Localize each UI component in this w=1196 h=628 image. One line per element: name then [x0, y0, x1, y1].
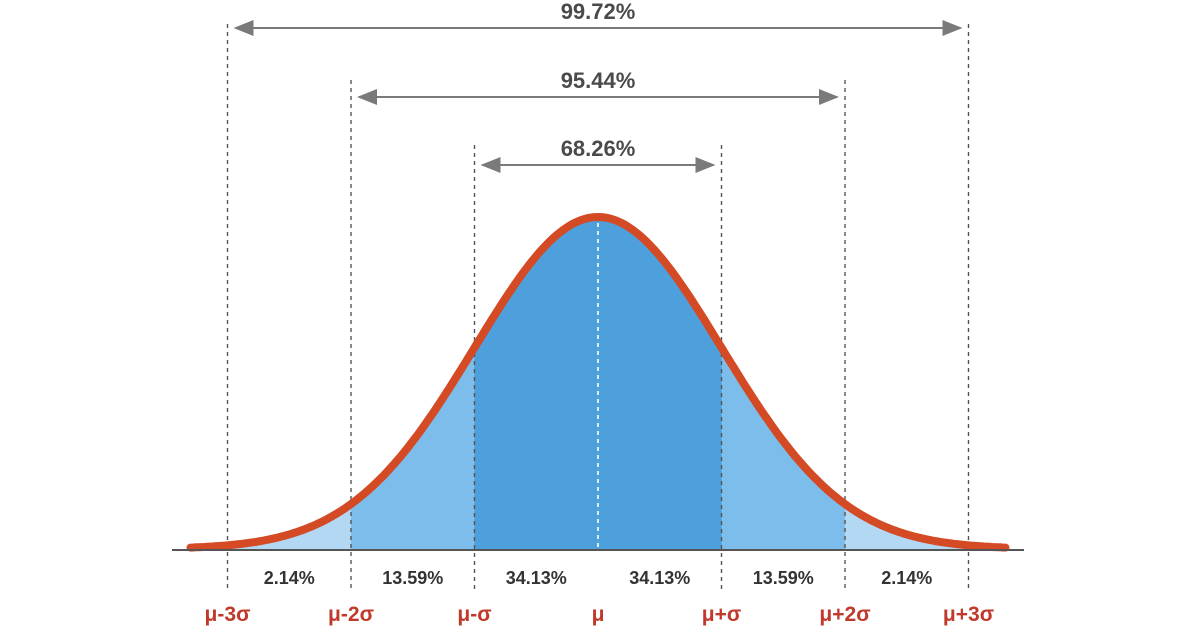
density-curve-group	[186, 213, 1010, 552]
area-segment-6	[845, 504, 969, 549]
segment-percent-label-4: 34.13%	[629, 568, 690, 588]
tick-label-7: μ+3σ	[943, 603, 994, 626]
sigma-guide-lines	[226, 24, 970, 590]
area-segment-3	[474, 217, 598, 549]
area-segment-1	[227, 504, 351, 549]
segment-percent-label-5: 13.59%	[753, 568, 814, 588]
segment-percent-label-2: 13.59%	[382, 568, 443, 588]
span-label-1: 99.72%	[561, 0, 636, 24]
percentage-spans	[233, 20, 963, 173]
segment-percent-label-6: 2.14%	[881, 568, 932, 588]
tick-label-5: μ+σ	[702, 603, 741, 626]
segment-percent-label-1: 2.14%	[264, 568, 315, 588]
tick-label-6: μ+2σ	[819, 603, 870, 626]
segment-percent-label-3: 34.13%	[506, 568, 567, 588]
area-segment-4	[598, 217, 722, 549]
tick-label-1: μ-3σ	[205, 603, 251, 626]
span-label-2: 95.44%	[561, 68, 636, 93]
chart-labels: 99.72% 95.44% 68.26% 2.14% 13.59% 34.13% 34.13…	[205, 0, 995, 626]
density-curve	[186, 213, 1010, 552]
tick-label-4: μ	[592, 603, 605, 626]
tick-label-2: μ-2σ	[328, 603, 374, 626]
span-label-3: 68.26%	[561, 136, 636, 161]
tick-label-3: μ-σ	[457, 603, 491, 626]
